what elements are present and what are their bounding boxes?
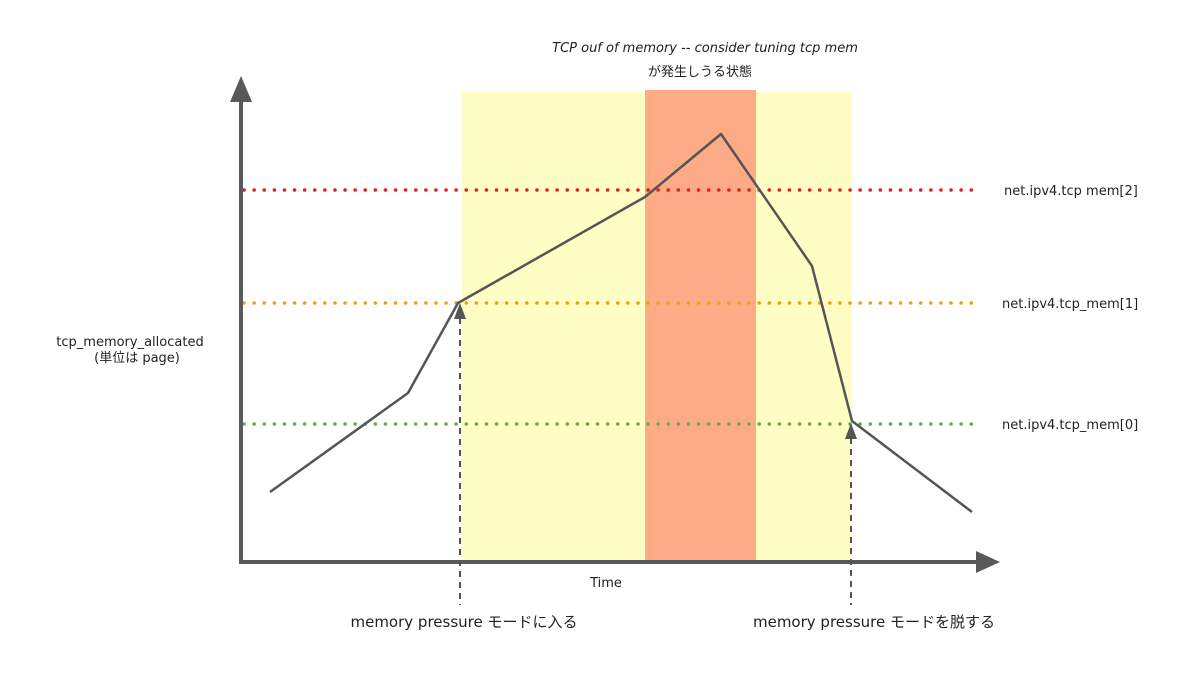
- threshold-label-mem1: net.ipv4.tcp_mem[1]: [1002, 297, 1138, 312]
- y-axis-label-line2: (単位は page): [94, 350, 180, 366]
- oom-annotation-line1: TCP ouf of memory -- consider tuning tcp…: [552, 41, 858, 56]
- exit-pressure-label: memory pressure モードを脱する: [753, 613, 995, 631]
- out-of-memory-zone: [645, 90, 756, 562]
- threshold-label-mem0: net.ipv4.tcp_mem[0]: [1002, 418, 1138, 433]
- enter-pressure-arrow-icon: [454, 303, 466, 319]
- exit-pressure-arrow-icon: [845, 423, 857, 439]
- enter-pressure-label: memory pressure モードに入る: [350, 613, 577, 631]
- y-axis-label-line1: tcp_memory_allocated: [56, 335, 203, 350]
- x-axis-label: Time: [589, 576, 622, 591]
- memory-allocation-curve: [269, 132, 973, 513]
- x-axis-arrow-icon: [976, 551, 1000, 573]
- threshold-label-mem2: net.ipv4.tcp mem[2]: [1004, 184, 1138, 199]
- oom-annotation-line2: が発生しうる状態: [648, 64, 752, 80]
- y-axis-arrow-icon: [230, 76, 252, 102]
